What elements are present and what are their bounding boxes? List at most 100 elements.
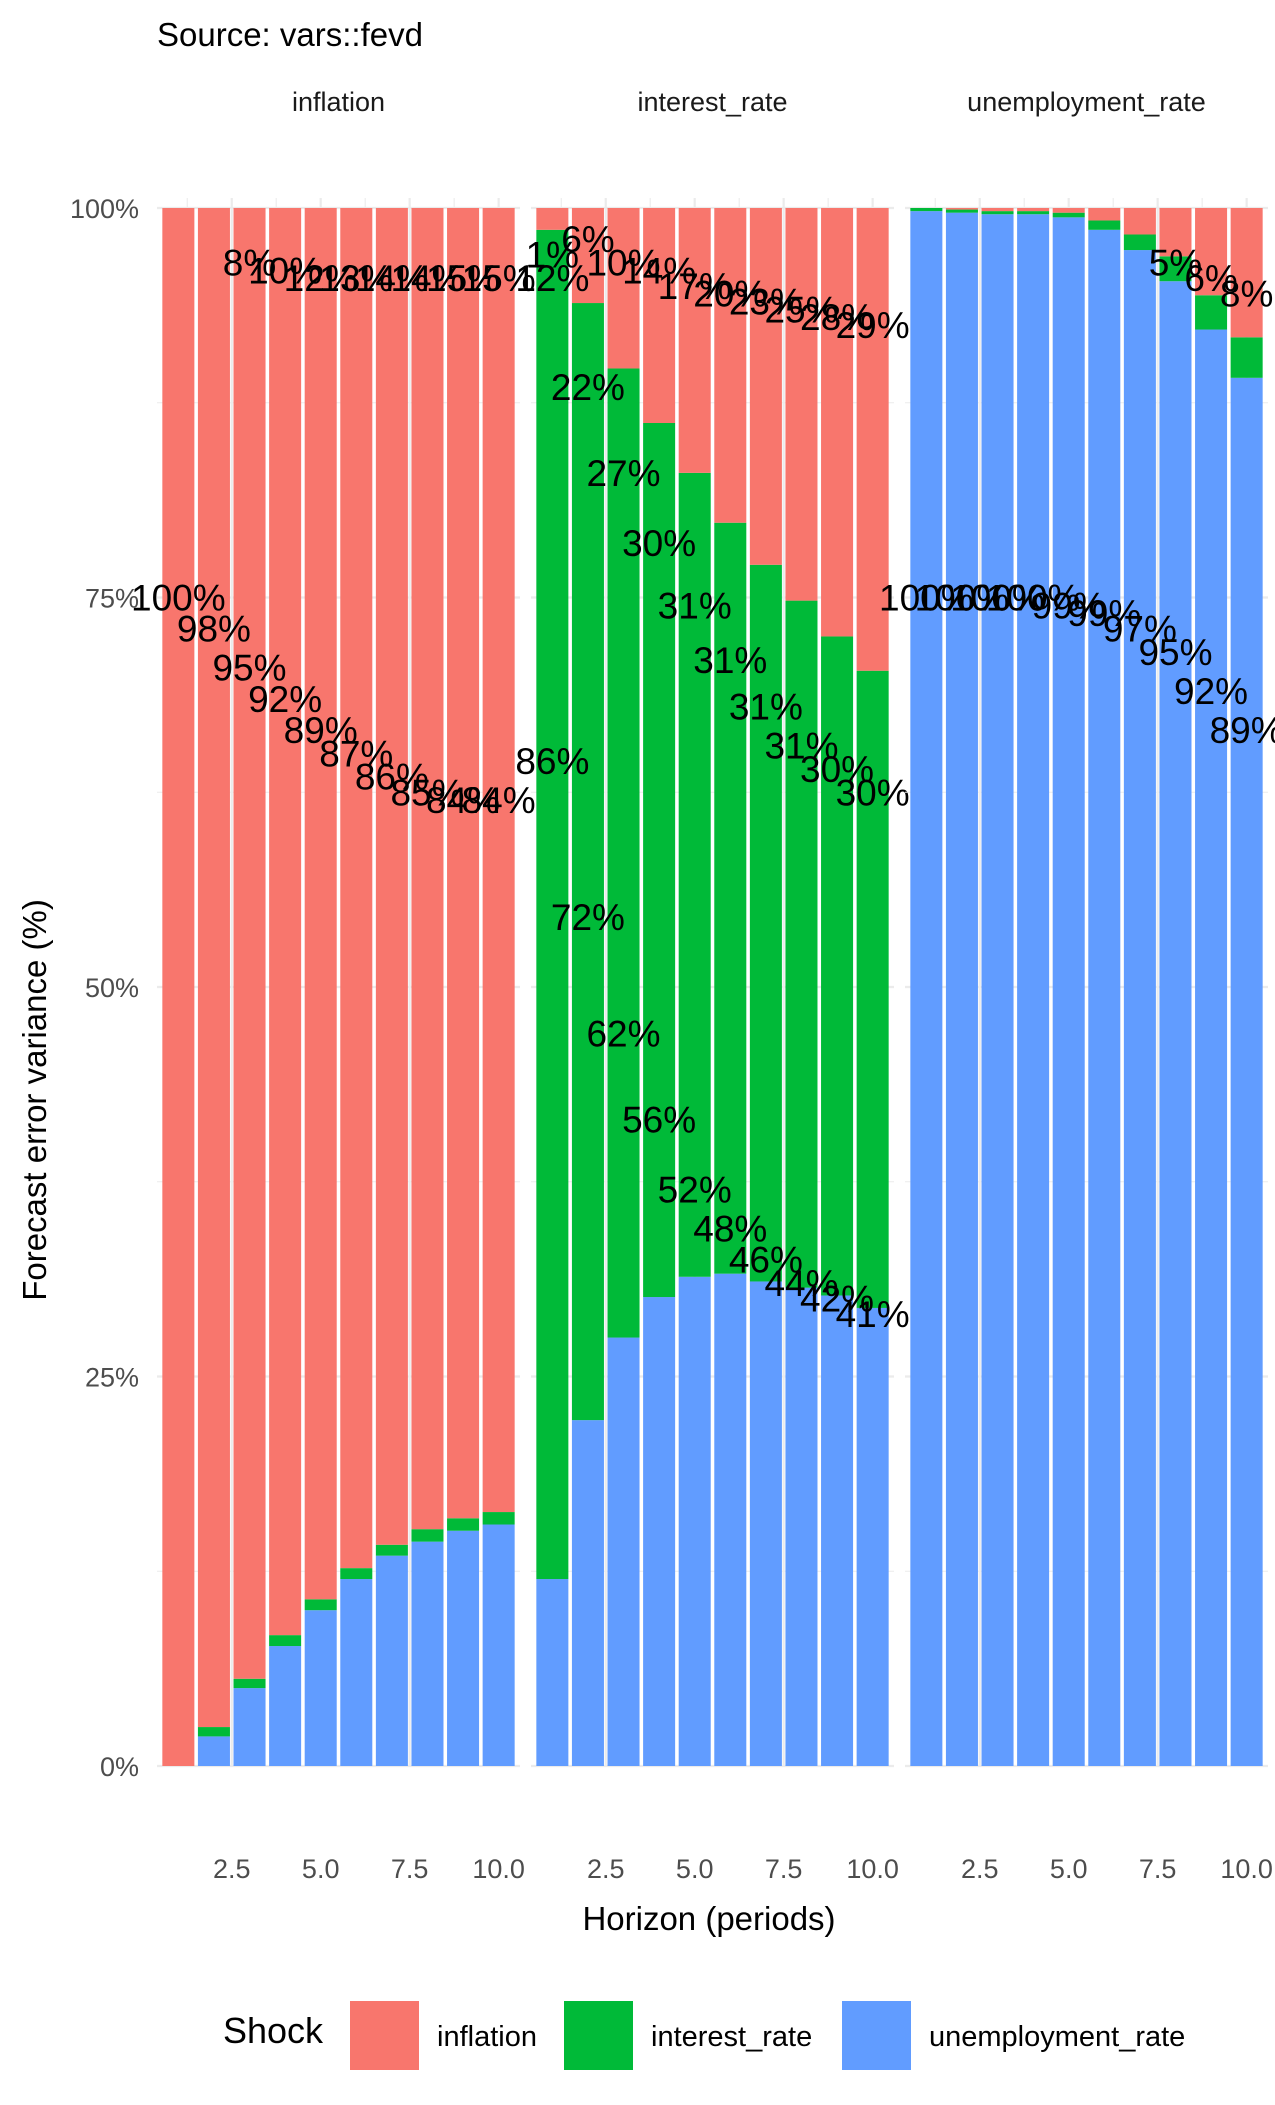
bar-segment-interest_rate — [1195, 295, 1228, 330]
data-label: 48% — [693, 1208, 767, 1249]
data-label: 97% — [1103, 609, 1177, 650]
data-label: 86% — [515, 741, 589, 782]
x-tick-label: 2.5 — [213, 1854, 251, 1884]
bar-segment-interest_rate — [304, 1599, 337, 1611]
bar-segment-unemployment_rate — [1052, 217, 1085, 1766]
x-tick-label: 2.5 — [587, 1854, 625, 1884]
data-label: 30% — [836, 772, 910, 813]
bar-segment-interest_rate — [945, 209, 978, 213]
data-label: 31% — [729, 687, 803, 728]
data-label: 31% — [693, 640, 767, 681]
chart-subtitle: Source: vars::fevd — [157, 16, 423, 53]
data-label: 30% — [622, 523, 696, 564]
bar-segment-interest_rate — [1230, 337, 1263, 378]
bar-segment-inflation — [482, 208, 515, 1513]
legend: Shock inflation interest_rate unemployment… — [223, 2001, 1185, 2070]
bar-segment-unemployment_rate — [1230, 377, 1263, 1766]
bar-segment-inflation — [269, 208, 302, 1636]
bar-segment-interest_rate — [821, 636, 854, 1296]
data-label: 92% — [1174, 671, 1248, 712]
facet-strip-label: interest_rate — [637, 87, 787, 117]
bar-segment-interest_rate — [1159, 256, 1192, 282]
bar-segment-interest_rate — [749, 564, 782, 1282]
data-label: 10% — [248, 250, 322, 291]
data-label: 95% — [212, 648, 286, 689]
facet-strip-label: inflation — [292, 87, 385, 117]
x-tick-label: 5.0 — [676, 1854, 714, 1884]
bar-segment-inflation — [447, 208, 480, 1519]
x-tick-label: 10.0 — [472, 1854, 525, 1884]
data-label: 95% — [1138, 632, 1212, 673]
data-label: 46% — [729, 1240, 803, 1281]
bar-segment-inflation — [1159, 208, 1192, 257]
bar-segment-interest_rate — [643, 423, 676, 1298]
x-tick-label: 10.0 — [846, 1854, 899, 1884]
y-tick-label: 50% — [85, 973, 139, 1003]
data-label: 17% — [658, 266, 732, 307]
data-label: 8% — [1220, 274, 1273, 315]
bar-segment-inflation — [785, 208, 818, 601]
bar-segment-interest_rate — [1017, 211, 1050, 215]
bar-segment-unemployment_rate — [981, 214, 1014, 1767]
bar-segment-inflation — [536, 208, 569, 230]
x-axis-title: Horizon (periods) — [582, 1900, 835, 1937]
bars — [536, 208, 889, 1766]
legend-key-interest_rate — [564, 2001, 633, 2070]
bar-segment-inflation — [945, 208, 978, 210]
data-label: 98% — [177, 609, 251, 650]
x-tick-label: 7.5 — [391, 1854, 429, 1884]
legend-title: Shock — [223, 2010, 324, 2051]
x-tick-label: 5.0 — [302, 1854, 340, 1884]
bar-segment-unemployment_rate — [856, 1307, 889, 1766]
data-label: 92% — [248, 679, 322, 720]
bar-segment-inflation — [197, 208, 230, 1728]
bar-segment-inflation — [749, 208, 782, 565]
facet-strip-label: unemployment_rate — [967, 87, 1206, 117]
bar-segment-inflation — [233, 208, 266, 1679]
bars — [910, 208, 1263, 1767]
y-tick-label: 0% — [100, 1752, 139, 1782]
x-tick-label: 5.0 — [1050, 1854, 1088, 1884]
data-label: 12% — [284, 258, 358, 299]
bar-segment-interest_rate — [678, 472, 711, 1277]
panel-interest_rate: interest_rate 1%6%10%14%17%20%23%25%28%29… — [515, 87, 909, 1884]
bar-segment-inflation — [1088, 208, 1121, 221]
bar-segment-interest_rate — [482, 1512, 515, 1525]
bar-segment-interest_rate — [1052, 212, 1085, 218]
bar-segment-interest_rate — [910, 208, 943, 212]
data-label: 25% — [764, 289, 838, 330]
bar-segment-unemployment_rate — [1088, 229, 1121, 1766]
y-axis-title: Forecast error variance (%) — [16, 899, 53, 1301]
data-label: 87% — [319, 733, 393, 774]
y-tick-label: 100% — [70, 194, 139, 224]
bar-segment-inflation — [375, 208, 408, 1545]
legend-key-inflation — [350, 2001, 419, 2070]
data-label: 28% — [800, 297, 874, 338]
bar-segment-interest_rate — [785, 600, 818, 1288]
bar-segment-inflation — [1123, 208, 1156, 235]
data-label: 29% — [836, 305, 910, 346]
bar-segment-interest_rate — [447, 1518, 480, 1531]
data-label: 89% — [284, 710, 358, 751]
bar-segment-interest_rate — [571, 303, 604, 1421]
bar-segment-unemployment_rate — [269, 1646, 302, 1766]
data-label: 10% — [586, 243, 660, 284]
legend-key-unemployment_rate — [842, 2001, 911, 2070]
data-label: 31% — [764, 726, 838, 767]
bar-segment-unemployment_rate — [233, 1688, 266, 1766]
y-tick-label: 25% — [85, 1363, 139, 1393]
bar-segment-unemployment_rate — [678, 1276, 711, 1766]
data-label: 44% — [764, 1263, 838, 1304]
data-label: 27% — [586, 453, 660, 494]
data-label: 30% — [800, 749, 874, 790]
data-label: 85% — [390, 772, 464, 813]
data-label: 5% — [1149, 243, 1202, 284]
x-tick-label: 7.5 — [1139, 1854, 1177, 1884]
data-label: 6% — [1184, 258, 1237, 299]
bar-segment-interest_rate — [714, 522, 747, 1274]
bar-segment-inflation — [304, 208, 337, 1600]
bar-segment-interest_rate — [1088, 220, 1121, 230]
bar-segment-unemployment_rate — [1017, 214, 1050, 1767]
bar-segment-inflation — [981, 208, 1014, 212]
